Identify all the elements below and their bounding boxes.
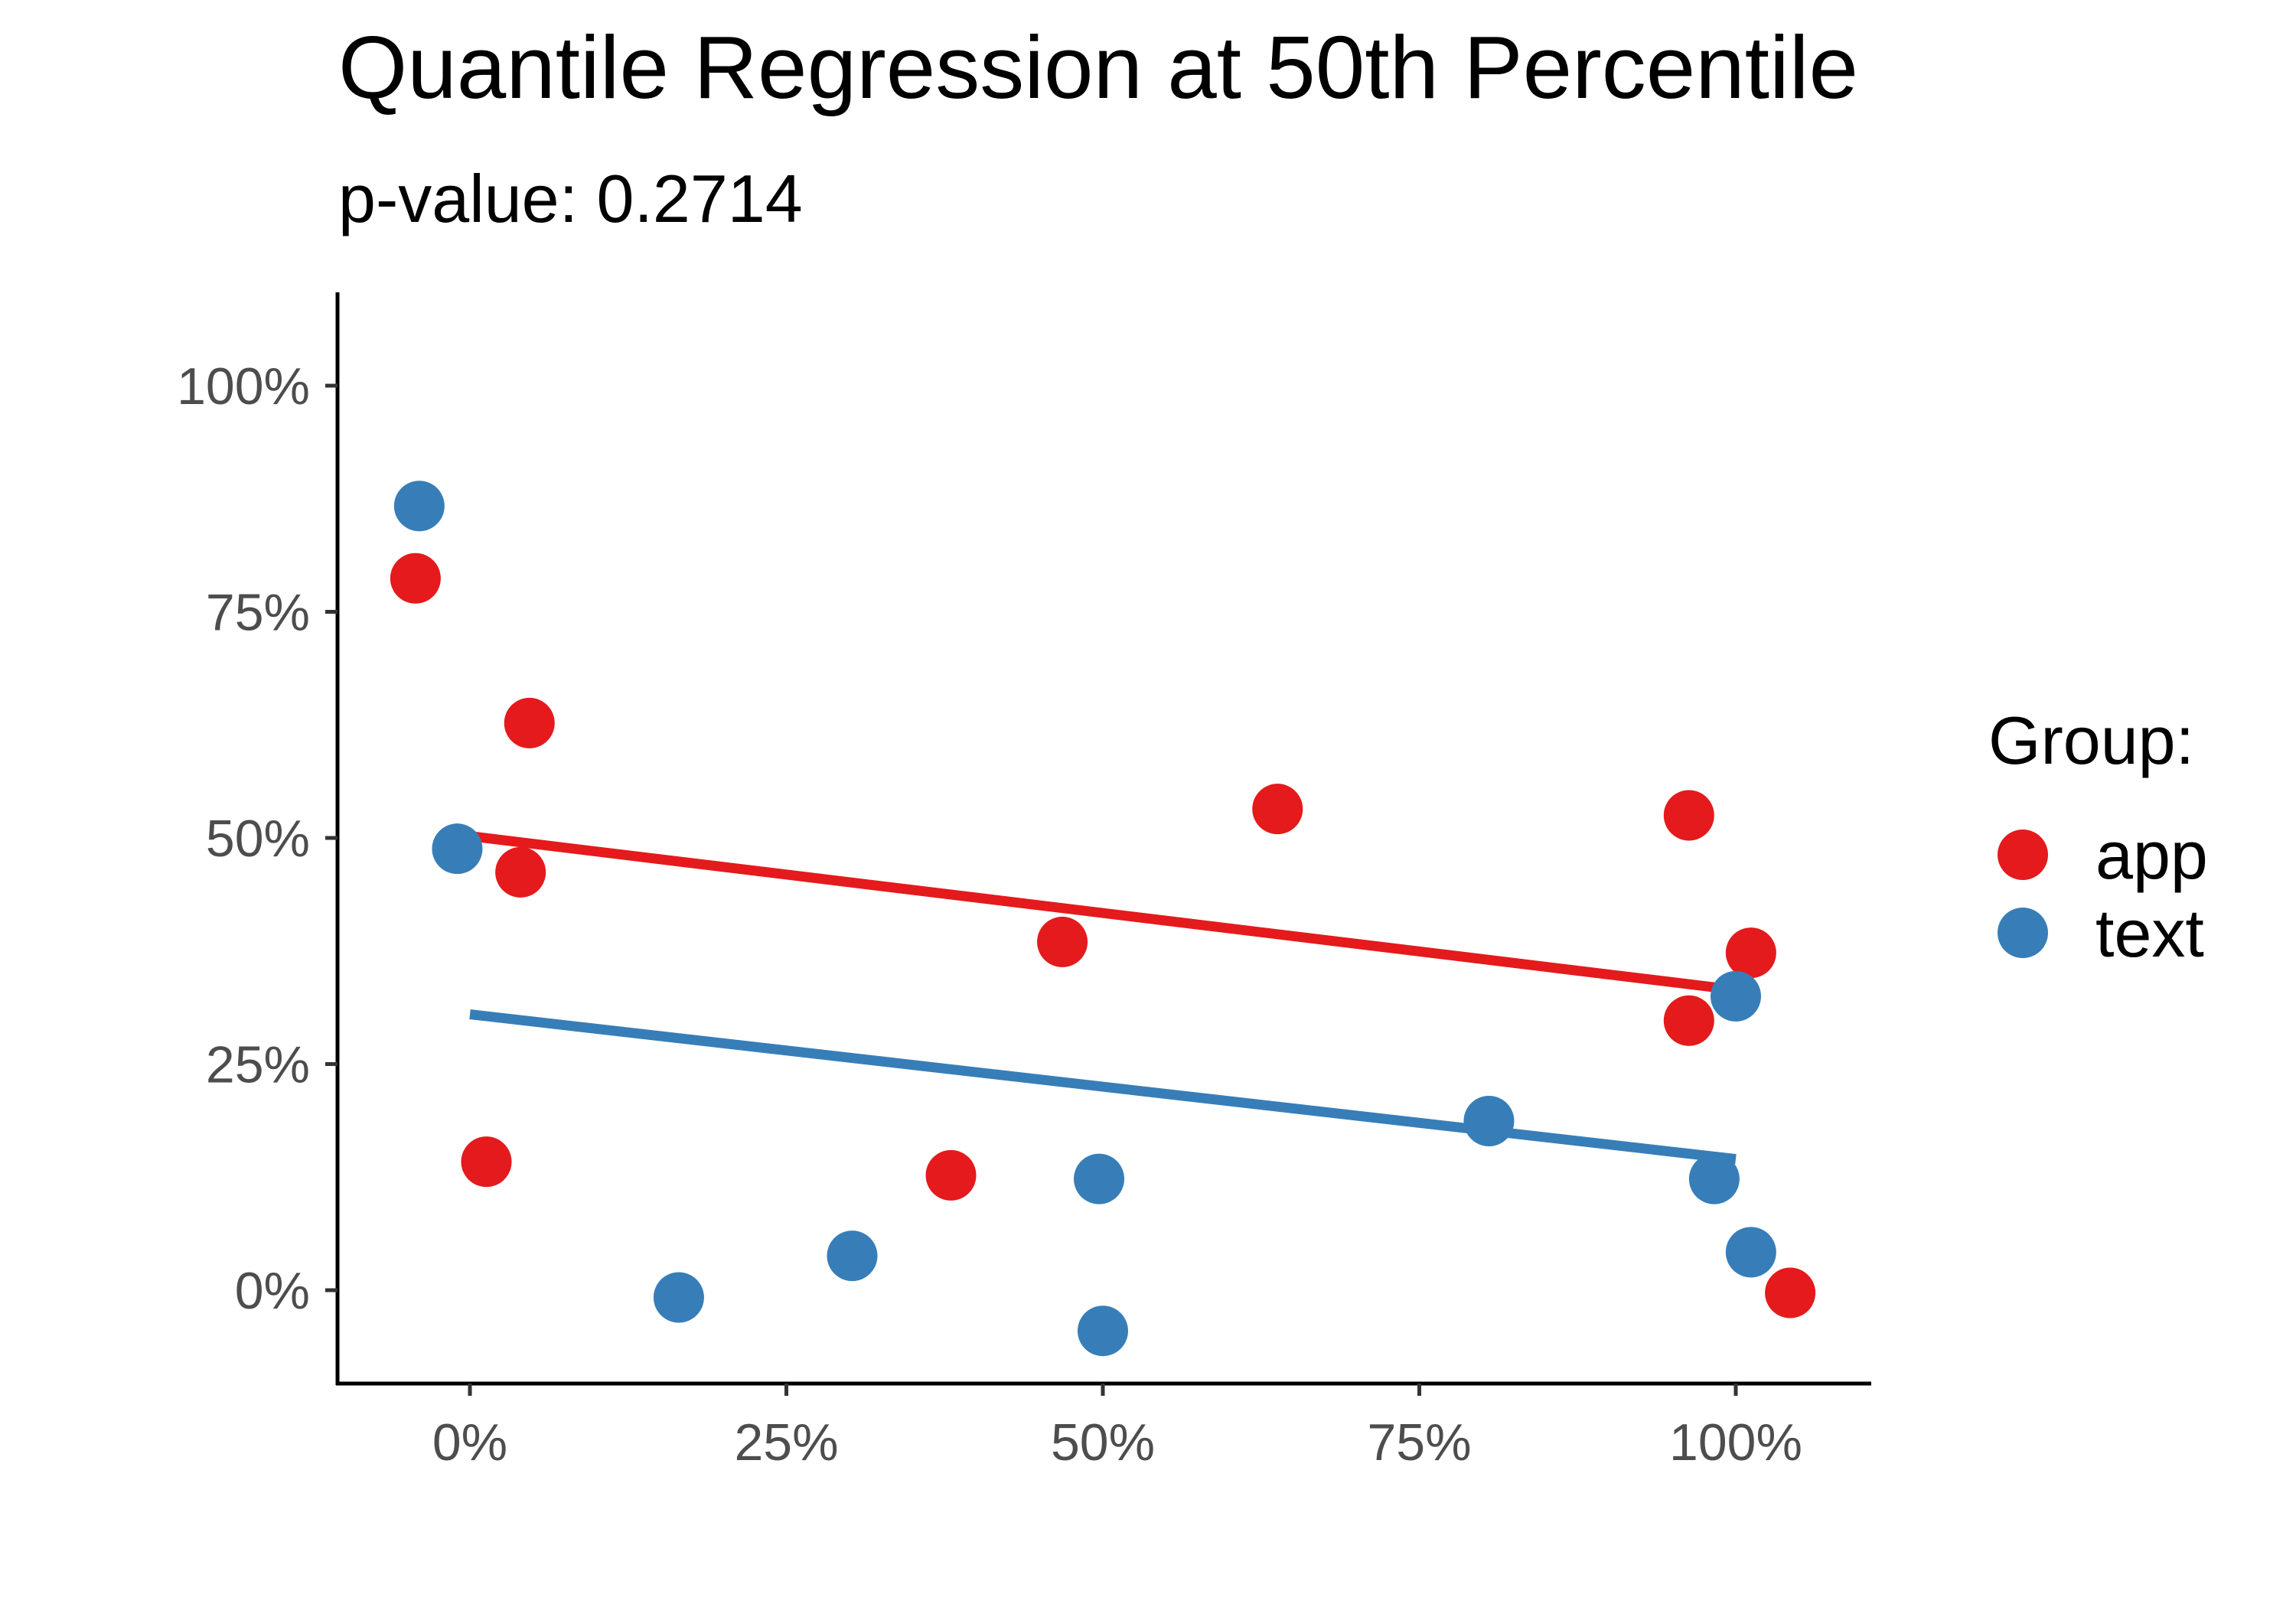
legend-label-text: text: [2095, 895, 2204, 971]
point-text-8: [1711, 970, 1761, 1022]
point-app-5: [1037, 916, 1088, 967]
point-text-5: [1078, 1305, 1128, 1357]
fit-line-app: [469, 831, 1737, 996]
legend: Group: app text: [1988, 702, 2208, 971]
point-text-0: [393, 481, 445, 532]
x-tick-label-2: 50%: [1051, 1413, 1155, 1472]
point-app-4: [925, 1149, 977, 1201]
point-text-7: [1688, 1153, 1740, 1204]
x-tick-label-1: 25%: [734, 1413, 838, 1472]
x-tick-label-0: 0%: [432, 1413, 507, 1472]
fit-line-text: [469, 1009, 1737, 1165]
y-axis-ticks: 0% 25% 50% 75% 100%: [177, 357, 338, 1320]
x-tick-label-3: 75%: [1367, 1413, 1471, 1472]
point-text-2: [653, 1272, 704, 1323]
x-axis-ticks: 0% 25% 50% 75% 100%: [432, 1384, 1802, 1472]
point-app-8: [1725, 927, 1776, 979]
legend-label-app: app: [2095, 817, 2208, 893]
chart-subtitle: p-value: 0.2714: [338, 161, 803, 236]
point-text-6: [1463, 1095, 1515, 1146]
legend-key-app: [1998, 830, 2048, 880]
point-text-4: [1074, 1153, 1125, 1204]
legend-key-text: [1998, 908, 2048, 958]
y-tick-label-3: 75%: [206, 584, 310, 642]
point-app-10: [1765, 1267, 1816, 1319]
point-text-3: [827, 1231, 878, 1282]
point-app-0: [390, 553, 441, 604]
point-text-9: [1725, 1227, 1776, 1278]
fit-lines: [469, 831, 1737, 1165]
y-tick-label-2: 50%: [206, 810, 310, 868]
y-tick-label-4: 100%: [177, 357, 310, 416]
legend-title: Group:: [1988, 702, 2194, 778]
data-points: [390, 481, 1816, 1357]
point-text-1: [432, 823, 483, 875]
y-tick-label-1: 25%: [206, 1036, 310, 1094]
chart-title: Quantile Regression at 50th Percentile: [338, 18, 1858, 117]
y-tick-label-0: 0%: [235, 1262, 310, 1320]
point-app-3: [461, 1136, 512, 1188]
point-app-7: [1663, 790, 1714, 841]
point-app-1: [504, 697, 555, 748]
x-tick-label-4: 100%: [1669, 1413, 1802, 1472]
point-app-9: [1663, 995, 1714, 1046]
point-app-2: [495, 846, 546, 898]
point-app-6: [1252, 784, 1303, 835]
